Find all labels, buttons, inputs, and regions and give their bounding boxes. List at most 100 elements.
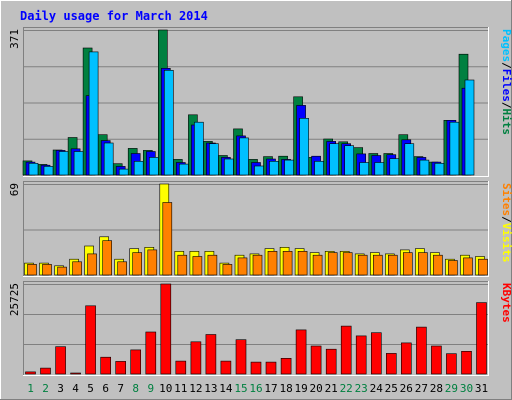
bar-pages-day-8 — [133, 161, 144, 176]
bar-kbytes-day-12 — [190, 341, 202, 375]
bar-sites-day-14 — [222, 264, 233, 276]
legend-entry: Files — [500, 69, 512, 102]
bar-pages-day-10 — [164, 70, 174, 176]
bar-kbytes-day-22 — [340, 325, 352, 375]
bar-kbytes-day-15 — [235, 339, 247, 375]
bar-pages-day-1 — [28, 163, 39, 176]
bar-sites-day-22 — [342, 252, 353, 276]
bar-kbytes-day-30 — [461, 350, 472, 375]
bar-sites-day-2 — [42, 264, 52, 276]
bar-kbytes-day-17 — [265, 361, 277, 375]
legend-entry: Hits — [500, 109, 512, 136]
bar-kbytes-day-26 — [400, 342, 412, 375]
bar-sites-day-25 — [387, 254, 398, 276]
x-tick-label: 13 — [204, 382, 217, 395]
bar-pages-day-3 — [58, 151, 69, 176]
bar-kbytes-day-1 — [25, 371, 36, 375]
bar-pages-day-23 — [359, 162, 370, 176]
legend-entry: / — [500, 62, 512, 69]
bar-pages-day-12 — [194, 121, 204, 176]
bar-pages-day-24 — [374, 162, 385, 176]
bar-kbytes-day-2 — [40, 367, 51, 375]
bar-kbytes-day-28 — [431, 345, 442, 375]
bar-pages-day-11 — [179, 163, 189, 176]
x-tick-label: 24 — [370, 382, 384, 395]
bar-kbytes-day-9 — [145, 331, 157, 375]
chart-panels: 371 Pages/Files/Hits 69 Sites/Visits 25725 KB… — [8, 27, 512, 376]
bar-kbytes-day-3 — [55, 346, 66, 375]
bar-sites-day-6 — [102, 240, 112, 276]
bar-pages-day-5 — [88, 51, 99, 176]
bar-kbytes-day-8 — [130, 349, 141, 375]
bar-kbytes-day-6 — [100, 356, 111, 375]
x-tick-label: 20 — [309, 382, 322, 395]
y-max-label: 25725 — [8, 283, 21, 316]
x-tick-label: 30 — [460, 382, 473, 395]
panel-2: 69 Sites/Visits — [8, 181, 512, 277]
x-tick-label: 9 — [147, 382, 154, 395]
bar-pages-day-21 — [329, 143, 340, 176]
bar-sites-day-26 — [402, 252, 413, 276]
x-tick-label: 28 — [430, 382, 443, 395]
bar-sites-day-17 — [267, 251, 278, 276]
bar-kbytes-day-4 — [70, 372, 81, 375]
bar-sites-day-27 — [418, 252, 428, 276]
x-tick-label: 29 — [445, 382, 458, 395]
bar-sites-day-10 — [162, 202, 173, 276]
panel-1: 371 Pages/Files/Hits — [8, 27, 512, 177]
bar-pages-day-9 — [149, 157, 159, 176]
y-max-label: 371 — [8, 29, 21, 49]
legend-entry: / — [500, 102, 512, 109]
x-tick-label: 10 — [159, 382, 172, 395]
x-tick-label: 2 — [42, 382, 49, 395]
bar-pages-day-6 — [103, 142, 114, 176]
bar-sites-day-9 — [147, 249, 158, 276]
bar-pages-day-22 — [344, 145, 355, 176]
bar-pages-day-4 — [73, 151, 84, 176]
bar-kbytes-day-25 — [385, 353, 397, 375]
x-tick-label: 14 — [219, 382, 233, 395]
legend-entry: Visits — [500, 223, 512, 263]
bar-sites-day-16 — [252, 254, 263, 276]
bar-kbytes-day-27 — [416, 326, 427, 375]
bar-pages-day-18 — [284, 159, 294, 176]
bar-kbytes-day-13 — [205, 334, 217, 375]
legend-entry: / — [500, 216, 512, 223]
bar-sites-day-7 — [117, 261, 127, 276]
bar-kbytes-day-29 — [446, 353, 457, 375]
bar-sites-day-31 — [478, 258, 488, 276]
x-tick-label: 22 — [340, 382, 353, 395]
series-legend: Sites/Visits — [500, 183, 512, 263]
bar-sites-day-13 — [207, 254, 218, 276]
bar-sites-day-20 — [312, 254, 323, 276]
chart-title: Daily usage for March 2014 — [20, 9, 208, 23]
bar-pages-day-7 — [118, 168, 129, 176]
bar-pages-day-16 — [254, 165, 264, 176]
bar-sites-day-11 — [177, 254, 188, 276]
bar-kbytes-day-18 — [280, 357, 292, 375]
x-tick-label: 17 — [264, 382, 277, 395]
x-tick-label: 8 — [132, 382, 139, 395]
series-legend: Pages/Files/Hits — [500, 29, 512, 135]
y-max-label: 69 — [8, 183, 21, 196]
bar-pages-day-15 — [239, 137, 249, 176]
bar-kbytes-day-14 — [220, 360, 232, 375]
bar-pages-day-26 — [404, 143, 415, 176]
bar-kbytes-day-11 — [175, 360, 187, 375]
bar-sites-day-15 — [237, 257, 248, 276]
bar-kbytes-day-24 — [370, 332, 382, 375]
bar-sites-day-1 — [27, 264, 37, 276]
x-tick-label: 6 — [102, 382, 109, 395]
bar-sites-day-24 — [372, 254, 383, 276]
bar-kbytes-day-7 — [115, 361, 126, 375]
x-tick-label: 15 — [234, 382, 247, 395]
bar-kbytes-day-16 — [250, 361, 262, 375]
bar-kbytes-day-10 — [160, 283, 172, 375]
bar-kbytes-day-21 — [325, 348, 337, 375]
x-tick-label: 19 — [294, 382, 307, 395]
legend-entry: KBytes — [500, 283, 512, 323]
bar-sites-day-3 — [57, 266, 67, 276]
bar-sites-day-30 — [463, 257, 473, 276]
bar-pages-day-30 — [464, 79, 475, 176]
